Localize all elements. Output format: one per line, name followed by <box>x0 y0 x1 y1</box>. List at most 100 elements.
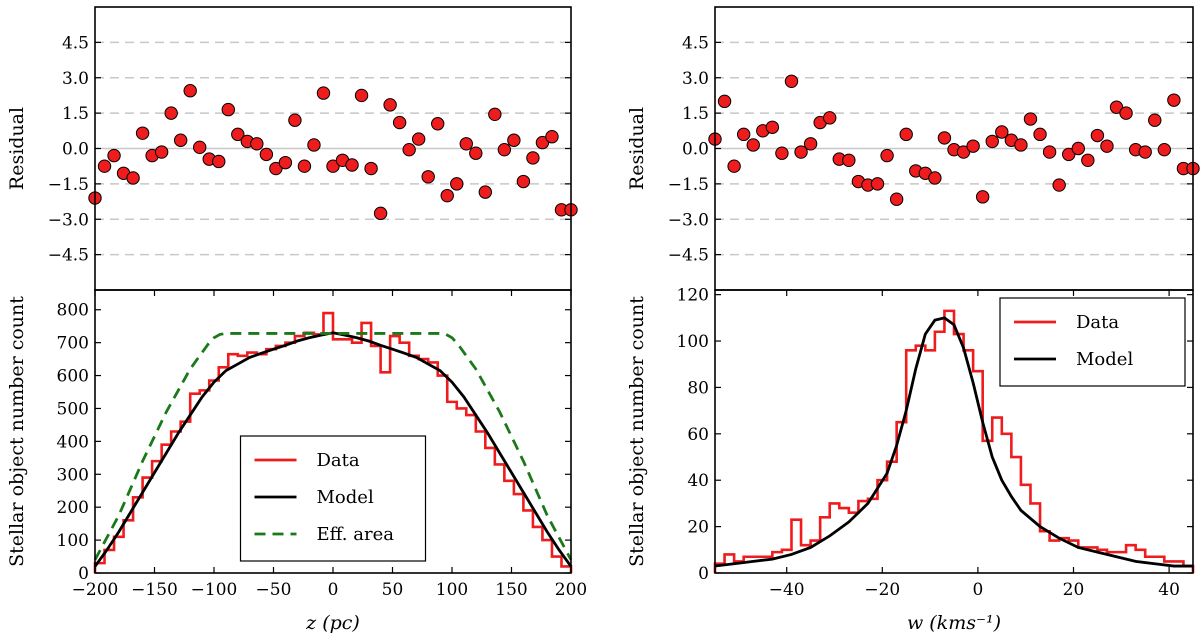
x-tick-label: −150 <box>131 580 178 600</box>
residual-point <box>421 170 435 184</box>
legend-box <box>239 435 427 562</box>
residual-point <box>250 137 264 151</box>
residual-point <box>545 130 559 144</box>
data-step-series <box>93 311 573 573</box>
residual-point <box>107 148 121 163</box>
x-tick-label: 50 <box>382 580 404 600</box>
y-tick-label: 0 <box>78 564 89 584</box>
residual-point <box>1033 127 1047 142</box>
residual-point <box>937 131 952 145</box>
x-tick-label: −50 <box>256 580 292 600</box>
residual-point <box>354 88 369 103</box>
residual-point <box>497 142 512 157</box>
residual-point <box>164 106 178 120</box>
y-tick-label: 4.5 <box>682 33 709 53</box>
legend: Data Model Eff. area <box>239 435 427 562</box>
legend-label: Data <box>1076 312 1119 333</box>
axes-frame <box>714 289 1194 574</box>
residual-point <box>803 137 818 151</box>
residual-point <box>135 126 150 140</box>
residual-point <box>1042 145 1057 159</box>
residual-point <box>383 98 397 112</box>
x-tick-label: −100 <box>191 580 238 600</box>
eff-area-series <box>93 332 573 561</box>
y-tick-label: −1.5 <box>48 175 89 195</box>
residual-point <box>775 146 789 160</box>
left-residual-panel: −4.5 −3.0 −1.5 0.0 1.5 3.0 4.5 Residual <box>6 6 578 291</box>
y-tick-label: 120 <box>677 286 709 306</box>
residual-point <box>526 151 540 165</box>
residual-point <box>880 148 894 163</box>
residual-point <box>516 174 531 189</box>
residual-point <box>736 127 751 142</box>
legend-label: Eff. area <box>317 524 395 545</box>
y-tick-label: 60 <box>687 425 709 445</box>
x-tick-label: 0 <box>328 580 339 600</box>
residual-point <box>1167 93 1181 107</box>
y-tick-label: 800 <box>57 301 89 321</box>
residual-point <box>297 159 312 173</box>
residual-point <box>1100 139 1114 153</box>
y-tick-label: 200 <box>57 498 89 518</box>
residual-point <box>995 125 1009 139</box>
legend-box <box>999 297 1186 387</box>
residual-point <box>259 147 274 162</box>
residual-point <box>746 138 760 152</box>
residual-point <box>1062 147 1076 162</box>
legend: Data Model <box>999 297 1186 387</box>
residual-point <box>1109 100 1124 114</box>
y-tick-label: 100 <box>57 531 89 551</box>
residual-point <box>1148 113 1162 127</box>
residual-point <box>345 158 359 172</box>
residual-point <box>823 111 837 125</box>
y-tick-label: 4.5 <box>62 33 89 53</box>
y-tick-label: −3.0 <box>668 210 709 230</box>
y-tick-label: 80 <box>687 378 709 398</box>
residual-point <box>842 153 856 167</box>
residual-point <box>269 161 283 176</box>
y-axis-label: Stellar object number count <box>626 296 648 567</box>
right-count-panel: 0 20 40 60 80 100 120 −40 −20 0 20 40 Stellar object… <box>626 286 1195 634</box>
residual-point <box>364 161 378 176</box>
x-tick-label: 0 <box>972 580 983 600</box>
x-tick-label: 150 <box>495 580 527 600</box>
residual-point <box>717 94 732 109</box>
y-tick-label: 0 <box>698 564 709 584</box>
y-tick-label: 40 <box>687 471 709 491</box>
y-axis-label: Residual <box>6 107 28 190</box>
y-tick-label: 600 <box>57 367 89 387</box>
legend-label: Data <box>317 450 360 471</box>
y-axis-label: Stellar object number count <box>6 296 28 567</box>
residual-point <box>183 84 197 98</box>
y-tick-label: 100 <box>677 332 709 352</box>
residual-point <box>411 132 426 146</box>
residual-point <box>478 185 493 199</box>
y-tick-label: 20 <box>687 518 709 538</box>
residual-point <box>440 188 454 203</box>
y-tick-label: 700 <box>57 334 89 354</box>
residual-point <box>1052 178 1066 192</box>
residual-point <box>402 142 416 157</box>
residual-point <box>97 159 112 173</box>
residual-point <box>1090 128 1105 143</box>
x-axis-label: z (pc) <box>305 612 360 634</box>
residual-point <box>221 102 235 117</box>
y-tick-label: 1.5 <box>682 104 709 124</box>
y-tick-label: −4.5 <box>668 246 709 266</box>
residual-point <box>231 127 245 142</box>
residual-point <box>1071 141 1085 156</box>
y-tick-label: 1.5 <box>62 104 89 124</box>
residual-point <box>535 135 550 150</box>
right-residual-panel: −4.5 −3.0 −1.5 0.0 1.5 3.0 4.5 Residual <box>626 6 1200 291</box>
residual-point <box>899 127 913 142</box>
residual-point <box>1138 145 1152 159</box>
residual-point <box>1119 106 1133 120</box>
x-tick-label: −200 <box>72 580 119 600</box>
residual-point <box>288 113 302 127</box>
residual-point <box>469 146 483 160</box>
residual-point <box>1081 153 1095 167</box>
residual-point <box>765 120 780 134</box>
y-tick-label: 0.0 <box>682 140 709 160</box>
